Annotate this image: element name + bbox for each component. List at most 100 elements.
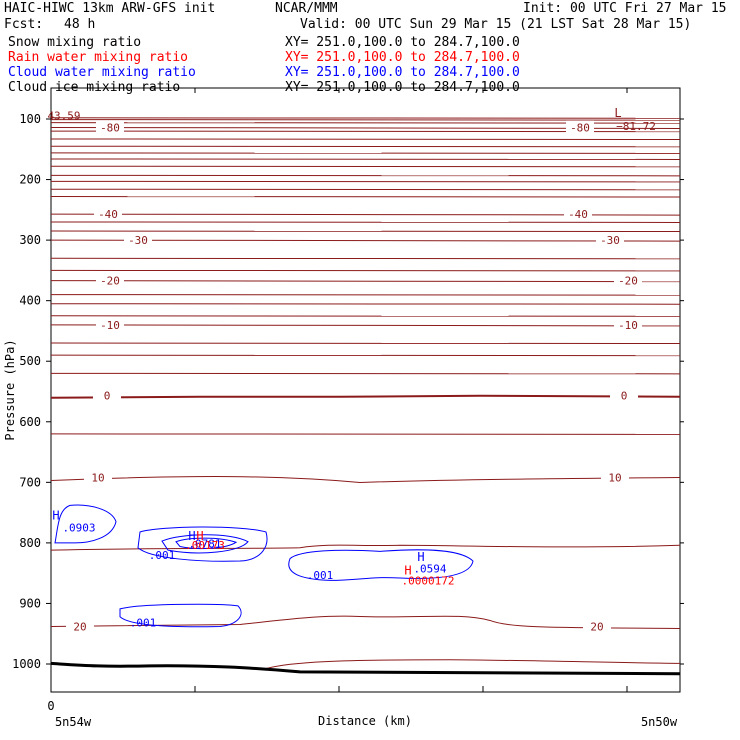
legend-snow-name: Snow mixing ratio: [8, 35, 142, 50]
temperature-label--80: -80: [570, 121, 590, 134]
cloud-water-contour: [119, 603, 242, 628]
extremum-marker: H: [404, 563, 411, 577]
temperature-contour-mid: [50, 433, 681, 435]
y-tick-label-300: 300: [19, 233, 41, 247]
temperature-contour-mid: [50, 315, 681, 317]
temperature-contour-surface: [264, 659, 681, 670]
y-tick-label-500: 500: [19, 354, 41, 368]
contour-label-bg: [610, 388, 638, 402]
temperature-contour-low: [50, 544, 681, 551]
temperature-label-10: 10: [608, 471, 621, 484]
temperature-contour-upper: [50, 152, 681, 154]
contour-label-bg: [93, 388, 121, 402]
temperature-label--10: -10: [618, 319, 638, 332]
extremum-value: −81.72: [616, 120, 656, 133]
y-tick-label-900: 900: [19, 596, 41, 610]
temperature-contour-upper: [50, 180, 681, 183]
legend-rain-xy: XY= 251.0,100.0 to 284.7,100.0: [285, 50, 520, 65]
extremum-value: .0594: [413, 563, 446, 576]
contour-label-bg: [84, 470, 112, 484]
y-tick-label-800: 800: [19, 536, 41, 550]
y-axis-label: Pressure (hPa): [3, 339, 17, 440]
contour-label-bg: [564, 207, 592, 221]
temperature-label-0: 0: [621, 390, 628, 403]
extremum-value: .00173: [185, 539, 225, 552]
y-tick-label-1000: 1000: [12, 657, 41, 671]
temperature-label--40: -40: [98, 208, 118, 221]
contour-label-bg: [601, 470, 629, 484]
y-tick-label-600: 600: [19, 415, 41, 429]
cloud-water-contour: [54, 504, 117, 544]
temperature-contour-mid: [50, 342, 681, 345]
temperature-contour-mid: [50, 257, 681, 260]
contour-label-bg: [96, 120, 124, 134]
extremum-value: .0000172: [402, 575, 455, 588]
contour-label-bg: [614, 273, 642, 287]
init-time: Init: 00 UTC Fri 27 Mar 15: [523, 1, 727, 16]
contour-label-bg: [614, 317, 642, 331]
contour-label-bg: [596, 233, 624, 247]
extremum-marker: H: [52, 508, 59, 522]
temperature-contour-mid: [50, 294, 681, 296]
legend-cloud-water-xy: XY= 251.0,100.0 to 284.7,100.0: [285, 65, 520, 80]
temperature-contour-upper: [50, 165, 681, 168]
valid-time: Valid: 00 UTC Sun 29 Mar 15 (21 LST Sat …: [300, 17, 692, 32]
temperature-contour-upper: [50, 188, 681, 191]
x-tick-label-0: 0: [47, 699, 54, 713]
contour-label-bg: [583, 619, 611, 633]
cloud-contour-label: .001: [130, 616, 157, 629]
contour-label-bg: [566, 120, 594, 134]
temperature-contour--30: [50, 239, 681, 242]
temperature-contour-upper: [50, 196, 681, 198]
extremum-marker: H: [196, 529, 203, 543]
temperature-contour-mid: [50, 221, 681, 223]
temperature-label-20: 20: [73, 620, 86, 633]
temperature-contour-10: [50, 476, 681, 483]
temperature-label-10: 10: [91, 471, 104, 484]
temperature-label--30: -30: [600, 234, 620, 247]
temperature-contour-mid: [50, 354, 681, 357]
cloud-water-contour: [137, 526, 268, 562]
temperature-contour-mid: [50, 372, 681, 375]
contour-label-bg: [66, 619, 94, 633]
temperature-contour-0: [50, 394, 681, 399]
plot-frame: [50, 87, 681, 693]
temperature-label--80: -80: [100, 121, 120, 134]
y-tick-label-700: 700: [19, 475, 41, 489]
org-label: NCAR/MMM: [275, 1, 338, 16]
extremum-marker: H: [188, 529, 195, 543]
cloud-water-contour-inner: [175, 537, 238, 550]
extremum-value: 43.59: [47, 110, 80, 123]
x-endpoint-right: 5n50w: [641, 715, 678, 729]
y-tick-label-200: 200: [19, 173, 41, 187]
temperature-contour-upper: [50, 174, 681, 177]
forecast-hours: 48 h: [64, 17, 96, 32]
temperature-contour-upper: [50, 138, 681, 140]
extremum-marker: L: [614, 106, 621, 120]
temperature-contour--10: [50, 324, 681, 327]
y-tick-label-100: 100: [19, 112, 41, 126]
x-endpoint-left: 5n54w: [55, 715, 92, 729]
temperature-label-0: 0: [104, 390, 111, 403]
extremum-marker: H: [417, 550, 424, 564]
x-axis-label: Distance (km): [318, 714, 412, 728]
cloud-contour-label: .001: [149, 549, 176, 562]
temperature-contour-upper: [50, 158, 681, 160]
y-tick-label-400: 400: [19, 294, 41, 308]
contour-label-bg: [96, 273, 124, 287]
temperature-label-20: 20: [590, 620, 603, 633]
temperature-contour-upper: [50, 119, 681, 121]
contour-label-bg: [94, 207, 122, 221]
extremum-value: .0903: [62, 521, 95, 534]
temperature-label--20: -20: [618, 275, 638, 288]
x-axis: 0 5n54w 5n50w Distance (km): [47, 88, 678, 729]
temperature-contour-mid: [50, 230, 681, 233]
temperature-label--30: -30: [128, 234, 148, 247]
temperature-contour-20: [50, 615, 681, 629]
legend-rain-name: Rain water mixing ratio: [8, 50, 189, 65]
temperature-contour-upper: [50, 145, 681, 148]
cloud-water-contour: [288, 549, 474, 581]
temperature-label--10: -10: [100, 319, 120, 332]
temperature-contour-upper: [50, 117, 681, 119]
